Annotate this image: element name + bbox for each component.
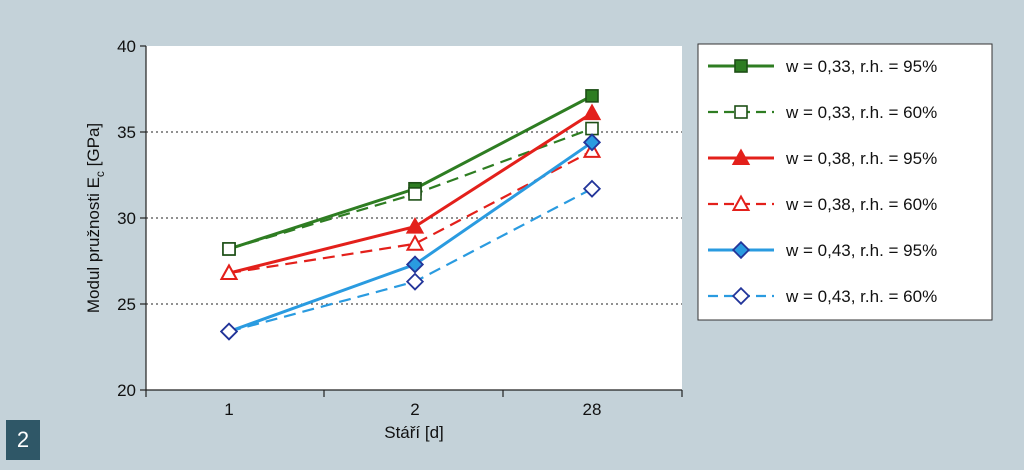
data-point xyxy=(582,103,602,121)
y-axis-title-main: Modul pružnosti E xyxy=(84,177,103,313)
data-point xyxy=(405,234,425,251)
legend-label: w = 0,38, r.h. = 95% xyxy=(785,149,937,168)
y-ticks: 20 25 30 35 40 xyxy=(117,37,146,400)
series-markers xyxy=(219,89,602,341)
x-ticks: 1 2 28 xyxy=(145,390,683,419)
y-tick-label: 25 xyxy=(117,295,136,314)
legend-label: w = 0,43, r.h. = 95% xyxy=(785,241,937,260)
data-point xyxy=(582,179,602,198)
data-point xyxy=(582,133,602,152)
x-tick-label: 1 xyxy=(224,400,233,419)
data-point xyxy=(408,187,422,201)
y-axis-title: Modul pružnosti Ec [GPa] xyxy=(84,123,107,313)
data-point xyxy=(405,255,425,274)
y-tick-label: 40 xyxy=(117,37,136,56)
legend-swatch-marker xyxy=(731,286,751,306)
figure-number-badge: 2 xyxy=(6,420,40,460)
legend: w = 0,33, r.h. = 95% w = 0,33, r.h. = 60%… xyxy=(708,57,937,306)
legend-box xyxy=(697,43,993,321)
x-axis-title: Stáří [d] xyxy=(384,423,444,442)
legend-label: w = 0,33, r.h. = 60% xyxy=(785,103,937,122)
data-point xyxy=(219,263,239,281)
y-tick-label: 30 xyxy=(117,209,136,228)
x-tick-label: 28 xyxy=(583,400,602,419)
legend-label: w = 0,43, r.h. = 60% xyxy=(785,287,937,306)
y-tick-label: 20 xyxy=(117,381,136,400)
data-point xyxy=(405,272,425,291)
y-tick-label: 35 xyxy=(117,123,136,142)
legend-swatch-marker xyxy=(731,240,751,260)
legend-swatch-marker xyxy=(734,105,748,119)
data-point xyxy=(585,121,599,136)
data-point xyxy=(405,217,425,234)
legend-swatch-marker xyxy=(731,148,751,165)
legend-swatch-marker xyxy=(731,194,751,211)
data-point xyxy=(585,89,599,103)
legend-swatch-marker xyxy=(734,59,748,73)
series-line xyxy=(228,149,593,275)
y-axis-title-subscript: c xyxy=(93,171,107,177)
data-point xyxy=(222,242,236,256)
legend-label: w = 0,38, r.h. = 60% xyxy=(785,195,937,214)
data-point xyxy=(219,322,239,341)
y-axis-title-unit: [GPa] xyxy=(84,123,103,171)
x-tick-label: 2 xyxy=(410,400,419,419)
legend-label: w = 0,33, r.h. = 95% xyxy=(785,57,937,76)
